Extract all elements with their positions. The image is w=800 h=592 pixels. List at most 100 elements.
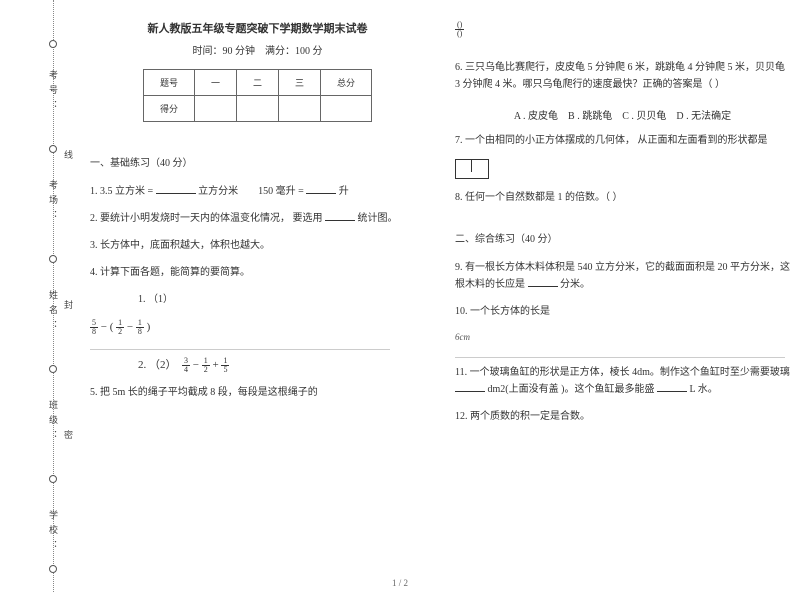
section-heading: 二、综合练习（40 分） [455,230,790,245]
table-cell: 二 [236,70,278,96]
question-12: 12. 两个质数的积一定是合数。 [455,408,790,425]
table-cell: 题号 [143,70,194,96]
question-6: 6. 三只乌龟比赛爬行，皮皮龟 5 分钟爬 6 米，跳跳龟 4 分钟爬 5 米，… [455,59,790,93]
choice-c: C . 贝贝龟 [622,111,666,122]
q-text: L 水。 [687,384,718,395]
table-cell [279,96,321,122]
fullscore-value: 100 分 [295,46,323,57]
time-value: 90 分钟 [223,46,256,57]
choice-d: D . 无法确定 [676,111,731,122]
binding-label: 姓名： [25,290,60,335]
q-text: 分米。 [558,279,591,290]
choice-a: A . 皮皮龟 [514,111,558,122]
question-7: 7. 一个由相同的小正方体摆成的几何体， 从正面和左面看到的形状都是 [455,132,790,149]
exam-subtitle: 时间：90 分钟 满分：100 分 [90,42,425,57]
question-11: 11. 一个玻璃鱼缸的形状是正方体，棱长 4dm。制作这个鱼缸时至少需要玻璃 d… [455,364,790,398]
blank-field [455,382,485,392]
table-cell [321,96,372,122]
fraction: ()() [455,21,464,38]
question-7-shape [455,159,790,179]
minus-sign: − [127,321,136,333]
fraction: 12 [202,357,210,374]
binding-label: 考场： [25,180,60,225]
table-row: 题号 一 二 三 总分 [143,70,371,96]
fraction: 34 [182,357,190,374]
table-cell [236,96,278,122]
front-view-shape [455,159,489,179]
denominator: 2 [116,328,124,336]
q-text: 统计图。 [355,213,398,224]
binding-center-char: 封 [65,300,75,311]
binding-margin: 考号： 考场： 姓名： 班级： 学校： 线 封 密 [35,0,75,592]
choice-b: B . 跳跳龟 [568,111,612,122]
divider [455,357,785,358]
fraction: 58 [90,319,98,336]
table-cell: 三 [279,70,321,96]
question-4-1-label: 1. （1） [90,291,425,308]
fraction-answer-slot: ()() [455,20,790,39]
binding-dot [49,475,57,483]
question-4-2: 2. （2） 34 − 12 + 15 [90,356,425,375]
plus-sign: + [212,359,221,371]
binding-label: 班级： [25,400,60,445]
question-5: 5. 把 5m 长的绳子平均截成 8 段，每段是这根绳子的 [90,384,425,401]
binding-label: 考号： [25,70,60,115]
minus-sign: − [101,321,110,333]
minus-sign: − [193,359,202,371]
binding-center-char: 线 [65,150,75,161]
binding-dot [49,365,57,373]
time-label: 时间： [193,46,223,57]
q-text: 2. 要统计小明发烧时一天内的体温变化情况， 要选用 [90,213,325,224]
blank-field [306,184,336,194]
question-10-dim: 6cm [455,330,790,345]
question-8: 8. 任何一个自然数都是 1 的倍数。（ ） [455,189,790,206]
question-6-choices: A . 皮皮龟 B . 跳跳龟 C . 贝贝龟 D . 无法确定 [455,107,790,122]
denominator: 8 [136,328,144,336]
denominator: () [455,30,464,38]
question-10: 10. 一个长方体的长是 [455,303,790,320]
rparen: ) [147,321,151,333]
page-number: 1 / 2 [392,578,408,588]
blank-field [528,277,558,287]
q-text: 1. 3.5 立方米 = [90,186,156,197]
q-text: 升 [336,186,349,197]
fraction: 15 [221,357,229,374]
q-text: 9. 有一根长方体木料体积是 540 立方分米，它的截面面积是 20 平方分米，… [455,262,790,290]
q-text: 150 毫升 = [258,186,306,197]
content-area: 新人教版五年级专题突破下学期数学期末试卷 时间：90 分钟 满分：100 分 题… [90,20,790,580]
binding-dot [49,565,57,573]
binding-dot [49,145,57,153]
fraction: 18 [136,319,144,336]
blank-field [325,211,355,221]
q-text: dm2(上面没有盖 )。这个鱼缸最多能盛 [485,384,657,395]
lparen: ( [110,321,114,333]
blank-field [156,184,196,194]
binding-center-char: 密 [65,430,75,441]
table-row: 得分 [143,96,371,122]
denominator: 8 [90,328,98,336]
fraction: 12 [116,319,124,336]
left-column: 新人教版五年级专题突破下学期数学期末试卷 时间：90 分钟 满分：100 分 题… [90,20,425,580]
score-table: 题号 一 二 三 总分 得分 [143,69,372,122]
table-cell: 得分 [143,96,194,122]
table-cell: 总分 [321,70,372,96]
q-text: 11. 一个玻璃鱼缸的形状是正方体，棱长 4dm。制作这个鱼缸时至少需要玻璃 [455,367,790,378]
table-cell: 一 [194,70,236,96]
question-1: 1. 3.5 立方米 = 立方分米 150 毫升 = 升 [90,183,425,200]
blank-field [657,382,687,392]
table-cell [194,96,236,122]
binding-label: 学校： [25,510,60,555]
binding-dot [49,255,57,263]
denominator: 5 [221,366,229,374]
exam-title: 新人教版五年级专题突破下学期数学期末试卷 [90,20,425,36]
question-9: 9. 有一根长方体木料体积是 540 立方分米，它的截面面积是 20 平方分米，… [455,259,790,293]
question-2: 2. 要统计小明发烧时一天内的体温变化情况， 要选用 统计图。 [90,210,425,227]
math-expression-1: 58 − ( 12 − 18 ) [90,318,425,337]
section-heading: 一、基础练习（40 分） [90,154,425,169]
q-text: 立方分米 [196,186,239,197]
divider [90,349,390,350]
fullscore-label: 满分： [265,46,295,57]
question-3: 3. 长方体中，底面积越大，体积也越大。 [90,237,425,254]
binding-dot [49,40,57,48]
denominator: 2 [202,366,210,374]
